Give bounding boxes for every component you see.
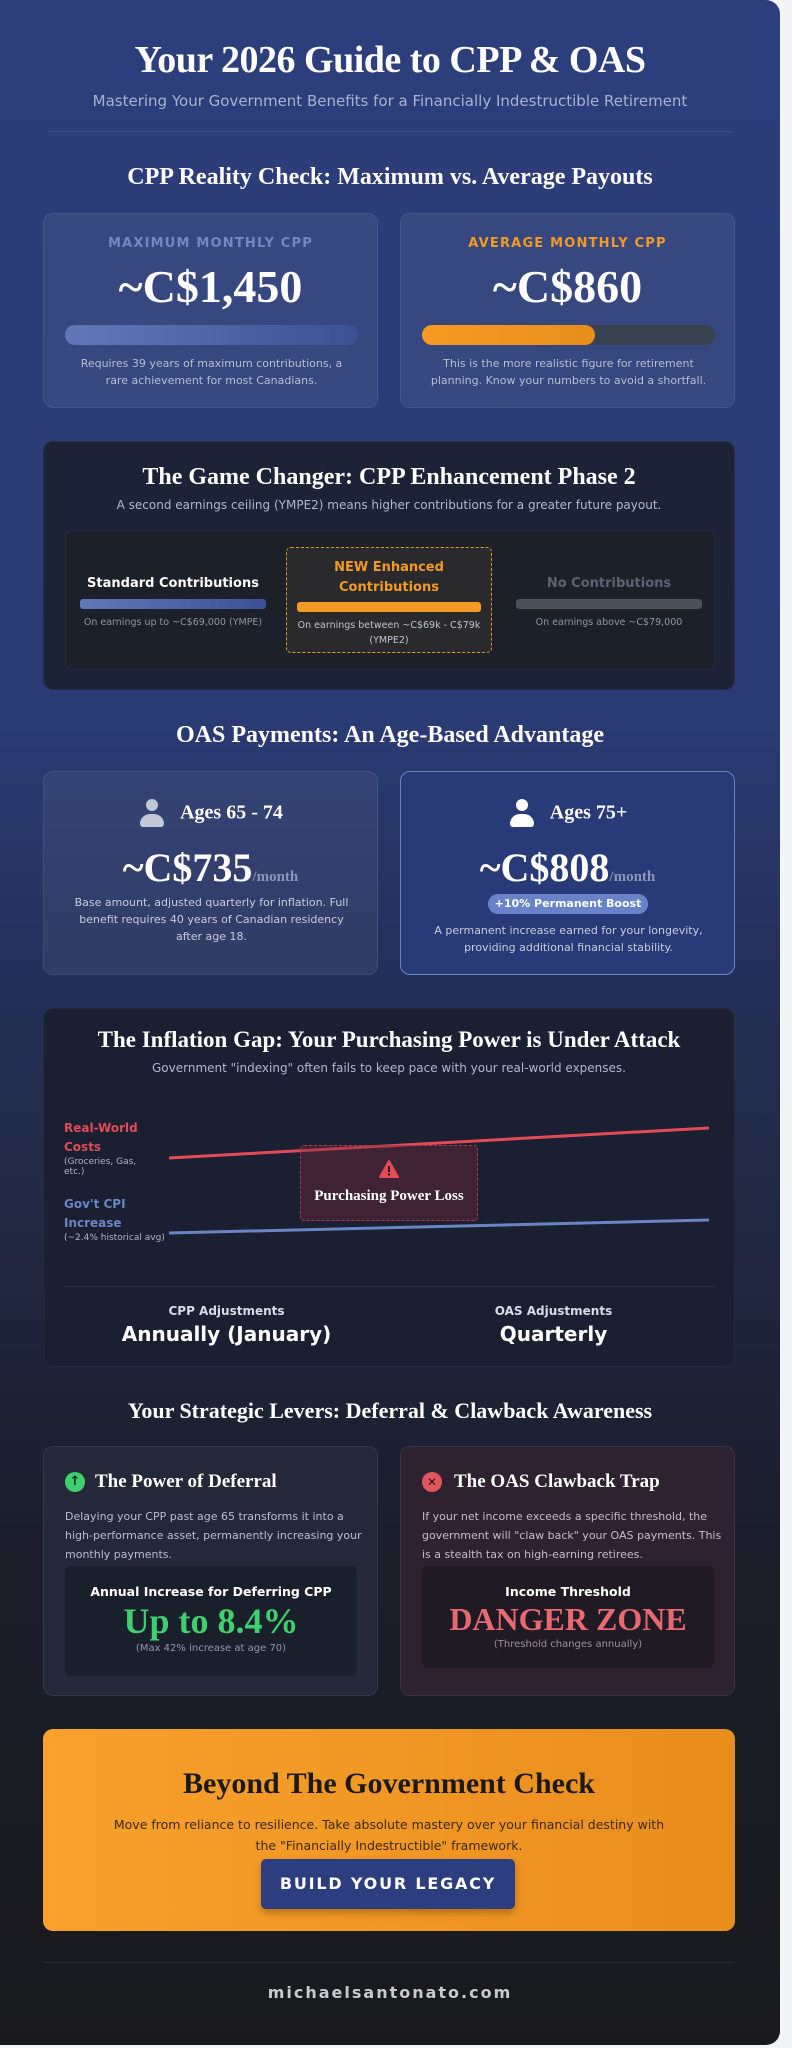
clawback-stat-label: Income Threshold (505, 1584, 631, 1599)
cpp-reality-heading: CPP Reality Check: Maximum vs. Average P… (127, 164, 653, 190)
cta-heading: Beyond The Government Check (183, 1767, 595, 1800)
enhancement-subtitle: A second earnings ceiling (YMPE2) means … (116, 498, 662, 512)
oas-per: /month (609, 869, 656, 885)
tier-title: Standard Contributions (87, 576, 259, 591)
adjust-value: Annually (January) (121, 1322, 332, 1346)
oas-age-row: Ages 65 - 74 (44, 799, 377, 827)
oas-card-65-74: Ages 65 - 74 ~C$735/month Base amount, a… (43, 771, 378, 975)
inflation-subtitle: Government "indexing" often fails to kee… (152, 1061, 626, 1075)
tier-bar (516, 599, 702, 609)
cta-text: Move from reliance to resilience. Take a… (113, 1817, 665, 1853)
tier-desc: On earnings above ~C$79,000 (535, 617, 683, 628)
inflation-panel: The Inflation Gap: Your Purchasing Power… (43, 1008, 735, 1367)
real-costs-sub: (Groceries, Gas, etc.) (64, 1157, 137, 1177)
footer-site-link[interactable]: michaelsantonato.com (267, 1983, 513, 2002)
avg-cpp-bar-fill (422, 325, 595, 345)
levers-heading: Your Strategic Levers: Deferral & Clawba… (127, 1398, 653, 1423)
real-costs-line (168, 1126, 710, 1160)
gap-label: Purchasing Power Loss (314, 1188, 464, 1204)
deferral-stat-note: (Max 42% increase at age 70) (135, 1643, 287, 1654)
enhancement-heading: The Game Changer: CPP Enhancement Phase … (142, 464, 636, 490)
real-costs-label: Real-World Costs (64, 1121, 138, 1154)
oas-note: A permanent increase earned for your lon… (434, 924, 703, 954)
clawback-stat-box: Income Threshold DANGER ZONE (Threshold … (422, 1566, 714, 1668)
deferral-text: Delaying your CPP past age 65 transforms… (65, 1510, 362, 1561)
divider (43, 1962, 735, 1963)
oas-adjustments: OAS Adjustments Quarterly (391, 1304, 716, 1346)
tier-bar (80, 599, 266, 609)
clawback-card: ✕ The OAS Clawback Trap If your net incom… (400, 1446, 735, 1696)
page-subtitle: Mastering Your Government Benefits for a… (92, 92, 688, 110)
oas-amount-row: ~C$808/month (401, 844, 734, 891)
max-cpp-value: ~C$1,450 (118, 261, 303, 312)
max-cpp-note: Requires 39 years of maximum contributio… (80, 357, 343, 387)
inflation-heading: The Inflation Gap: Your Purchasing Power… (97, 1027, 681, 1052)
clawback-stat-value: DANGER ZONE (449, 1601, 687, 1637)
x-circle-icon: ✕ (422, 1472, 442, 1492)
divider (48, 131, 732, 132)
avg-cpp-note: This is the more realistic figure for re… (430, 357, 707, 387)
tier-enhanced: NEW Enhanced Contributions On earnings b… (286, 547, 492, 653)
contribution-tiers: Standard Contributions On earnings up to… (65, 531, 715, 669)
tier-standard: Standard Contributions On earnings up to… (66, 532, 280, 668)
person-icon (508, 799, 536, 827)
deferral-stat-value: Up to 8.4% (123, 1601, 299, 1641)
oas-heading: OAS Payments: An Age-Based Advantage (175, 722, 605, 748)
oas-age: Ages 75+ (549, 801, 628, 824)
deferral-title: The Power of Deferral (95, 1471, 277, 1492)
avg-cpp-label: AVERAGE MONTHLY CPP (468, 236, 667, 251)
inflation-chart (168, 1126, 710, 1235)
adjust-value: Quarterly (499, 1322, 608, 1346)
tier-bar (297, 602, 481, 612)
max-cpp-bar (65, 325, 358, 345)
cpp-adjustments: CPP Adjustments Annually (January) (64, 1304, 389, 1346)
tier-desc: On earnings between ~C$69k - C$79k (YMPE… (297, 620, 481, 646)
oas-per: /month (252, 869, 299, 885)
clawback-title-row: ✕ The OAS Clawback Trap (422, 1471, 660, 1493)
avg-cpp-value: ~C$860 (492, 261, 643, 312)
avg-cpp-card: AVERAGE MONTHLY CPP ~C$860 This is the m… (400, 213, 735, 408)
tier-title: NEW Enhanced Contributions (334, 560, 444, 595)
deferral-stat-box: Annual Increase for Deferring CPP Up to … (65, 1566, 357, 1676)
page-title: Your 2026 Guide to CPP & OAS (134, 39, 646, 81)
real-costs-legend: Real-World Costs (Groceries, Gas, etc.) (64, 1119, 154, 1177)
cpi-legend: Gov't CPI Increase (~2.4% historical avg… (64, 1195, 174, 1243)
oas-note: Base amount, adjusted quarterly for infl… (74, 896, 349, 943)
oas-amount: ~C$808 (479, 845, 610, 890)
person-icon (138, 799, 166, 827)
divider (64, 1286, 716, 1287)
deferral-title-row: ↑ The Power of Deferral (65, 1471, 277, 1493)
enhancement-panel: The Game Changer: CPP Enhancement Phase … (43, 441, 735, 690)
cta-banner: Beyond The Government Check Move from re… (43, 1729, 735, 1931)
cpi-sub: (~2.4% historical avg) (64, 1233, 165, 1243)
oas-age: Ages 65 - 74 (180, 801, 283, 824)
tier-title: No Contributions (546, 576, 672, 591)
tier-none: No Contributions On earnings above ~C$79… (502, 532, 716, 668)
adjust-label: OAS Adjustments (494, 1304, 613, 1318)
deferral-stat-label: Annual Increase for Deferring CPP (90, 1584, 332, 1599)
cpi-line (168, 1218, 710, 1235)
arrow-up-icon: ↑ (65, 1472, 85, 1492)
warning-icon (379, 1160, 399, 1178)
cpi-label: Gov't CPI Increase (64, 1197, 126, 1230)
max-cpp-card: MAXIMUM MONTHLY CPP ~C$1,450 Requires 39… (43, 213, 378, 408)
avg-cpp-bar-track (422, 325, 715, 345)
clawback-text: If your net income exceeds a specific th… (422, 1510, 722, 1561)
clawback-stat-note: (Threshold changes annually) (493, 1639, 643, 1650)
build-your-legacy-button[interactable]: BUILD YOUR LEGACY (261, 1859, 515, 1909)
oas-amount: ~C$735 (122, 845, 253, 890)
max-cpp-label: MAXIMUM MONTHLY CPP (107, 236, 314, 251)
purchasing-power-loss-box: Purchasing Power Loss (300, 1145, 478, 1221)
oas-amount-row: ~C$735/month (44, 844, 377, 891)
adjust-label: CPP Adjustments (168, 1304, 285, 1318)
oas-card-75-plus: Ages 75+ ~C$808/month +10% Permanent Boo… (400, 771, 735, 975)
deferral-card: ↑ The Power of Deferral Delaying your CPP… (43, 1446, 378, 1696)
tier-desc: On earnings up to ~C$69,000 (YMPE) (83, 617, 263, 628)
clawback-title: The OAS Clawback Trap (454, 1471, 660, 1492)
oas-age-row: Ages 75+ (401, 799, 734, 827)
boost-badge: +10% Permanent Boost (488, 894, 648, 914)
